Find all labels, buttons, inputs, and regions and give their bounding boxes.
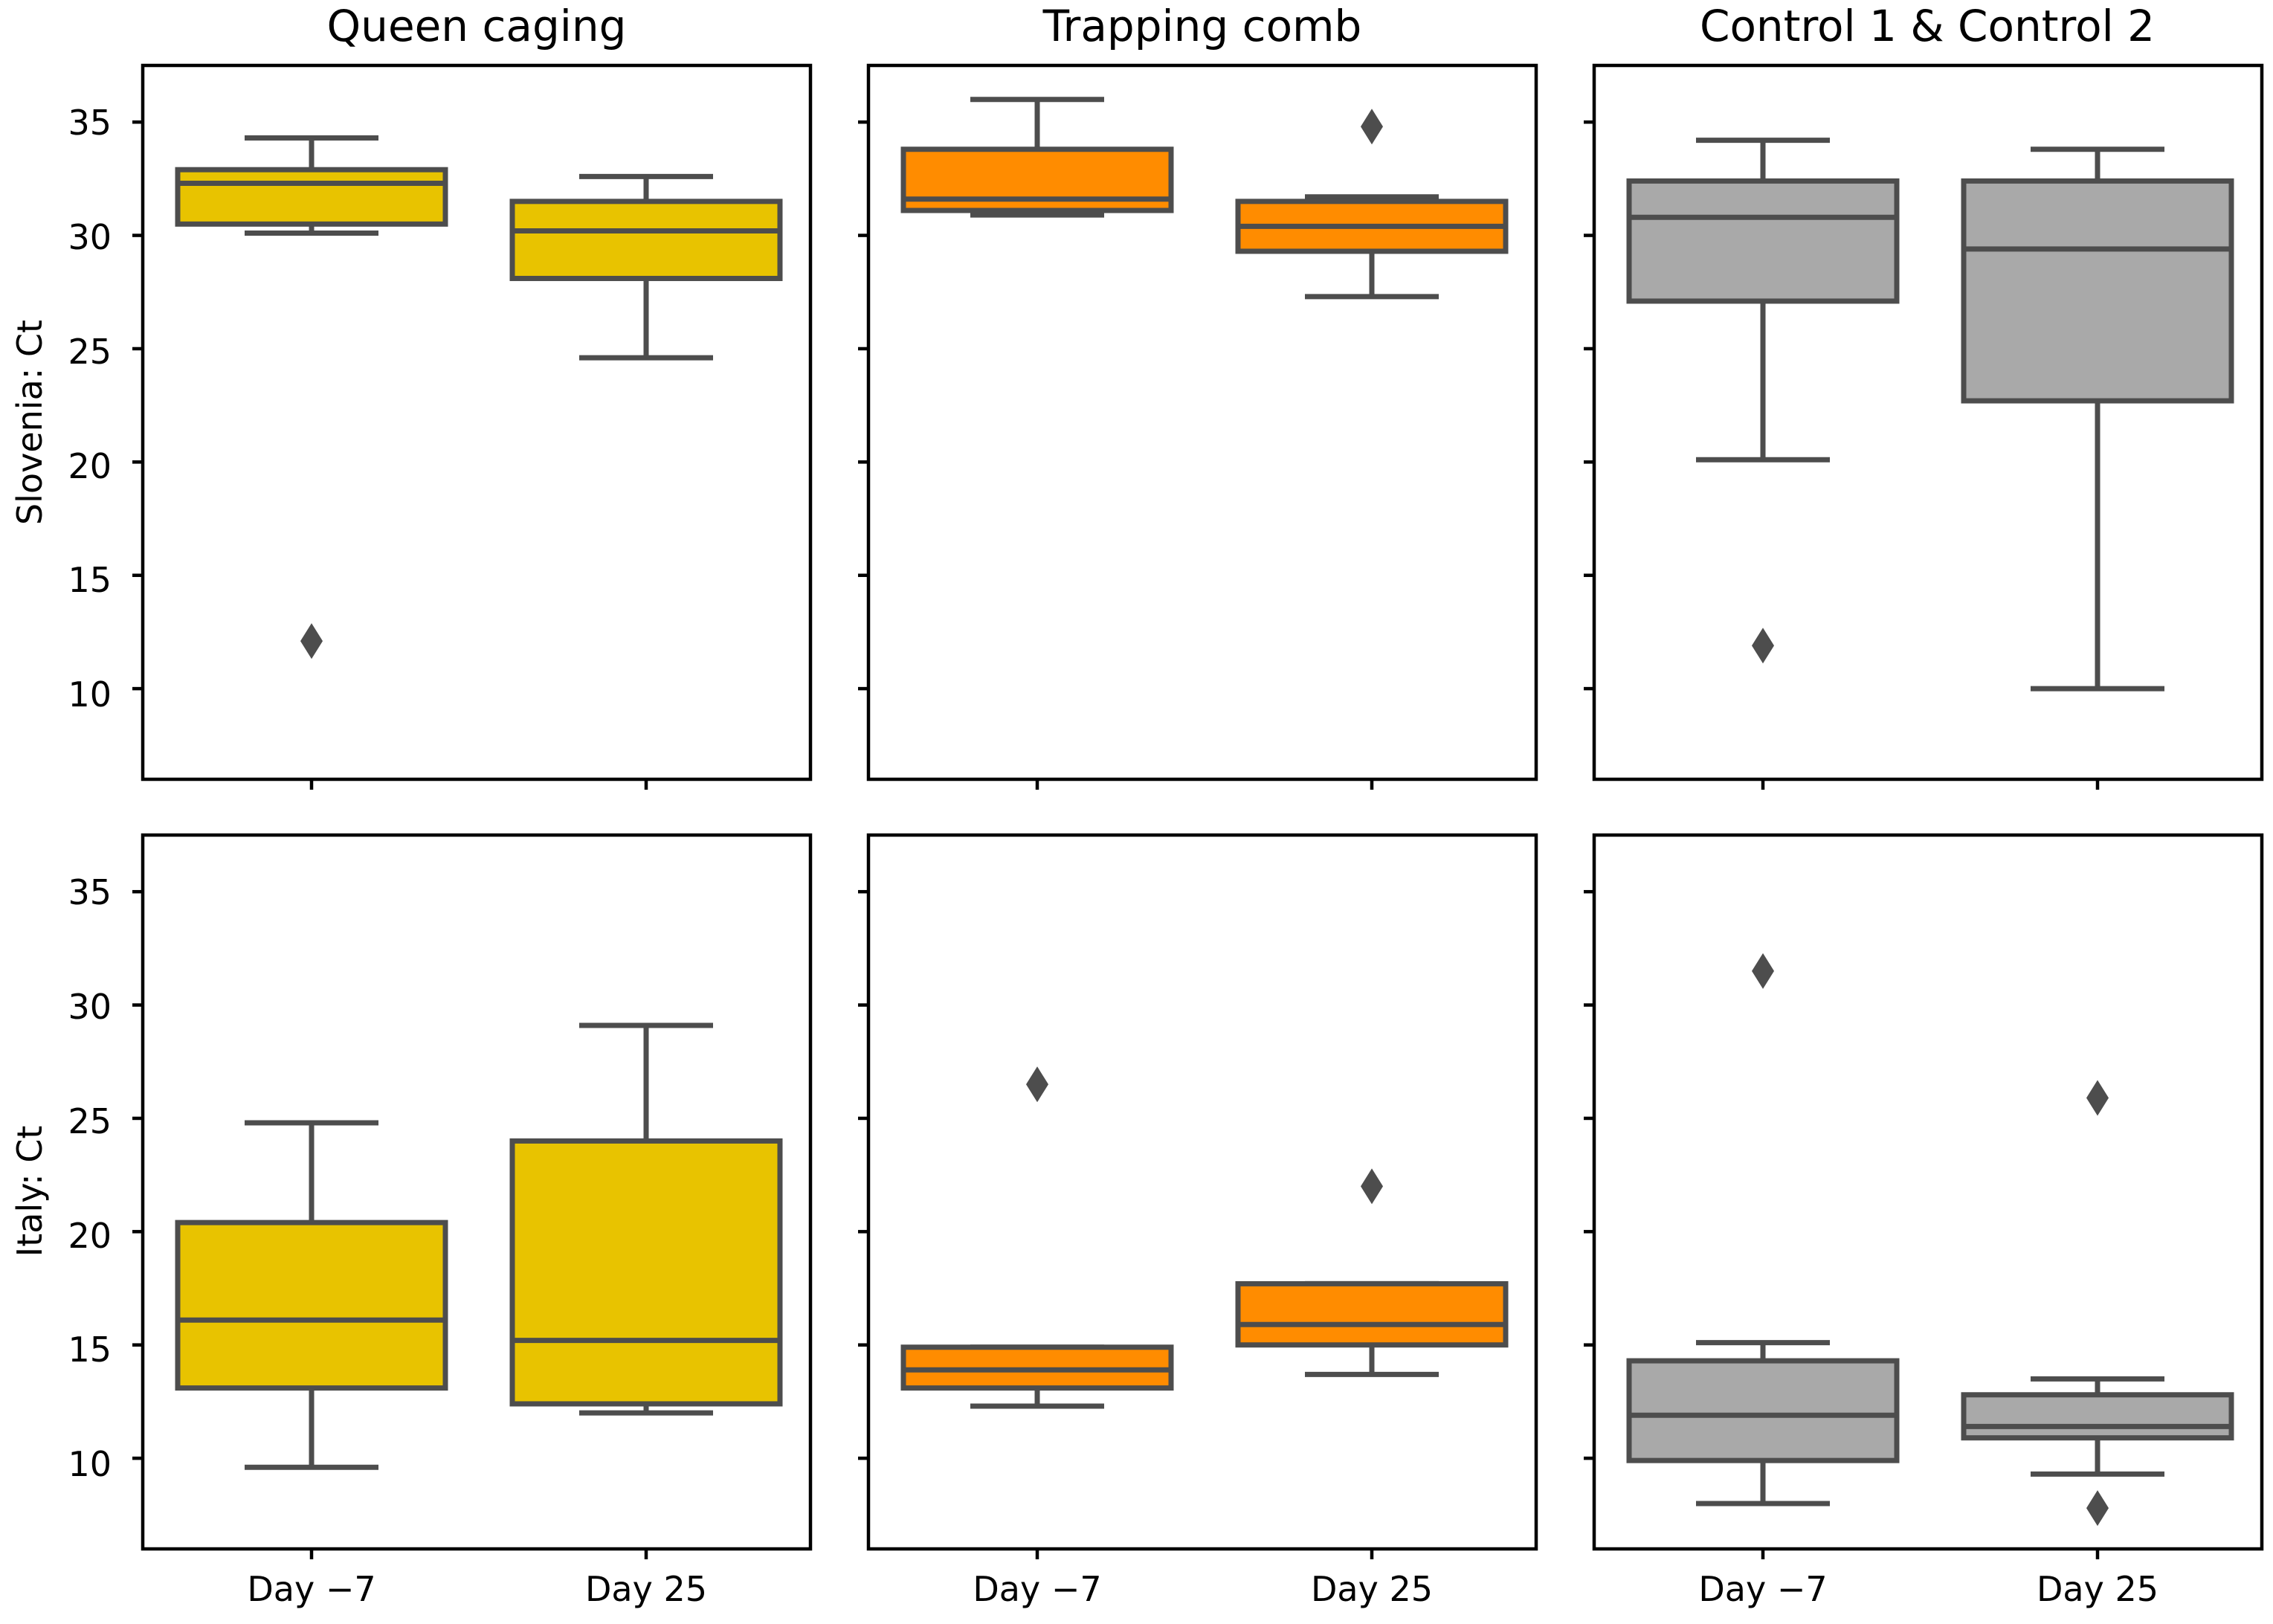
- x-tick-label-day-25: Day 25: [1311, 1569, 1433, 1609]
- outlier-marker: [2086, 1080, 2109, 1116]
- box-italy-control-1-control-2-day-7: [1626, 953, 1900, 1507]
- box-slovenia-control-1-control-2-day-7: [1626, 138, 1900, 664]
- column-title-queen-caging: Queen caging: [327, 1, 627, 51]
- box-slovenia-queen-caging-day-7: [175, 135, 448, 660]
- outlier-marker: [2086, 1490, 2109, 1527]
- iqr-box: [1961, 178, 2234, 404]
- y-tick-labels-italy: 10 15 20 25 30 35: [68, 872, 112, 1484]
- box-plots: [175, 97, 2234, 1527]
- box-slovenia-queen-caging-day-25: [509, 173, 783, 361]
- y-tick-label: 30: [68, 217, 112, 257]
- y-tick-label: 35: [68, 103, 112, 143]
- tick-marks: [132, 120, 2100, 1559]
- panel-frame-slovenia-trapping-comb: [866, 63, 1538, 782]
- y-tick-label: 20: [68, 1216, 112, 1256]
- panel-frame-slovenia-controls: [1592, 63, 2264, 782]
- outlier-marker: [300, 623, 323, 660]
- panel-frame-italy-queen-caging: [141, 833, 813, 1551]
- y-axis-label-slovenia: Slovenia: Ct: [10, 320, 50, 525]
- box-slovenia-control-1-control-2-day-25: [1961, 146, 2234, 692]
- panel-frame-italy-controls: [1592, 833, 2264, 1551]
- iqr-box: [509, 1138, 783, 1407]
- outlier-marker: [1752, 628, 1774, 664]
- y-tick-label: 15: [68, 560, 112, 600]
- y-tick-label: 10: [68, 674, 112, 715]
- iqr-box: [1961, 1392, 2234, 1441]
- y-tick-label: 20: [68, 446, 112, 486]
- iqr-box: [1626, 1358, 1900, 1463]
- iqr-box: [1626, 178, 1900, 304]
- outlier-marker: [1752, 953, 1774, 989]
- y-axis-label-italy: Italy: Ct: [10, 1126, 50, 1257]
- box-slovenia-trapping-comb-day-25: [1235, 109, 1509, 300]
- y-tick-label: 35: [68, 872, 112, 912]
- x-tick-label-day-minus-7: Day −7: [1698, 1569, 1827, 1609]
- x-tick-label-day-minus-7: Day −7: [247, 1569, 375, 1609]
- box-italy-control-1-control-2-day-25: [1961, 1080, 2234, 1527]
- column-title-controls: Control 1 & Control 2: [1700, 1, 2155, 51]
- y-tick-label: 25: [68, 1101, 112, 1141]
- panel-frame-slovenia-queen-caging: [141, 63, 813, 782]
- box-italy-queen-caging-day-25: [509, 1022, 783, 1416]
- iqr-box: [175, 1219, 448, 1391]
- y-tick-label: 30: [68, 987, 112, 1027]
- iqr-box: [1235, 1280, 1509, 1348]
- column-title-trapping-comb: Trapping comb: [1042, 1, 1362, 51]
- iqr-box: [509, 199, 783, 281]
- panel-frame-italy-trapping-comb: [866, 833, 1538, 1551]
- x-tick-label-day-minus-7: Day −7: [973, 1569, 1101, 1609]
- y-tick-label: 15: [68, 1330, 112, 1370]
- box-italy-queen-caging-day-7: [175, 1120, 448, 1470]
- iqr-box: [175, 167, 448, 227]
- y-tick-label: 10: [68, 1444, 112, 1484]
- outlier-marker: [1361, 1168, 1383, 1205]
- y-tick-label: 25: [68, 332, 112, 372]
- outlier-marker: [1361, 109, 1383, 145]
- outlier-marker: [1026, 1066, 1048, 1103]
- x-tick-label-day-25: Day 25: [2037, 1569, 2158, 1609]
- box-italy-trapping-comb-day-7: [900, 1066, 1174, 1409]
- x-tick-label-day-25: Day 25: [585, 1569, 707, 1609]
- y-tick-labels-slovenia: 10 15 20 25 30 35: [68, 103, 112, 715]
- box-italy-trapping-comb-day-25: [1235, 1168, 1509, 1377]
- box-slovenia-trapping-comb-day-7: [900, 97, 1174, 218]
